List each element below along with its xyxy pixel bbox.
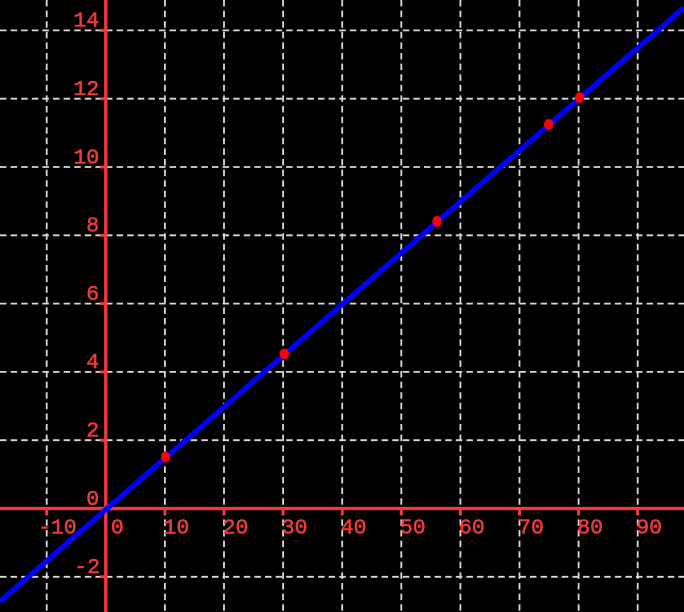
svg-text:10: 10 <box>163 516 189 540</box>
svg-text:-10: -10 <box>38 516 77 540</box>
svg-text:80: 80 <box>577 516 603 540</box>
svg-text:0: 0 <box>86 488 99 512</box>
svg-text:0: 0 <box>111 516 124 540</box>
svg-text:8: 8 <box>86 215 99 239</box>
svg-text:6: 6 <box>86 283 99 307</box>
svg-text:70: 70 <box>518 516 544 540</box>
svg-text:10: 10 <box>73 146 99 170</box>
svg-text:90: 90 <box>636 516 662 540</box>
svg-text:14: 14 <box>73 10 99 34</box>
svg-text:50: 50 <box>400 516 426 540</box>
svg-text:40: 40 <box>341 516 367 540</box>
svg-text:30: 30 <box>282 516 308 540</box>
svg-text:20: 20 <box>223 516 249 540</box>
svg-text:60: 60 <box>459 516 485 540</box>
svg-text:4: 4 <box>86 351 99 375</box>
svg-text:2: 2 <box>86 420 99 444</box>
svg-text:-2: -2 <box>74 556 100 580</box>
svg-text:12: 12 <box>73 78 99 102</box>
